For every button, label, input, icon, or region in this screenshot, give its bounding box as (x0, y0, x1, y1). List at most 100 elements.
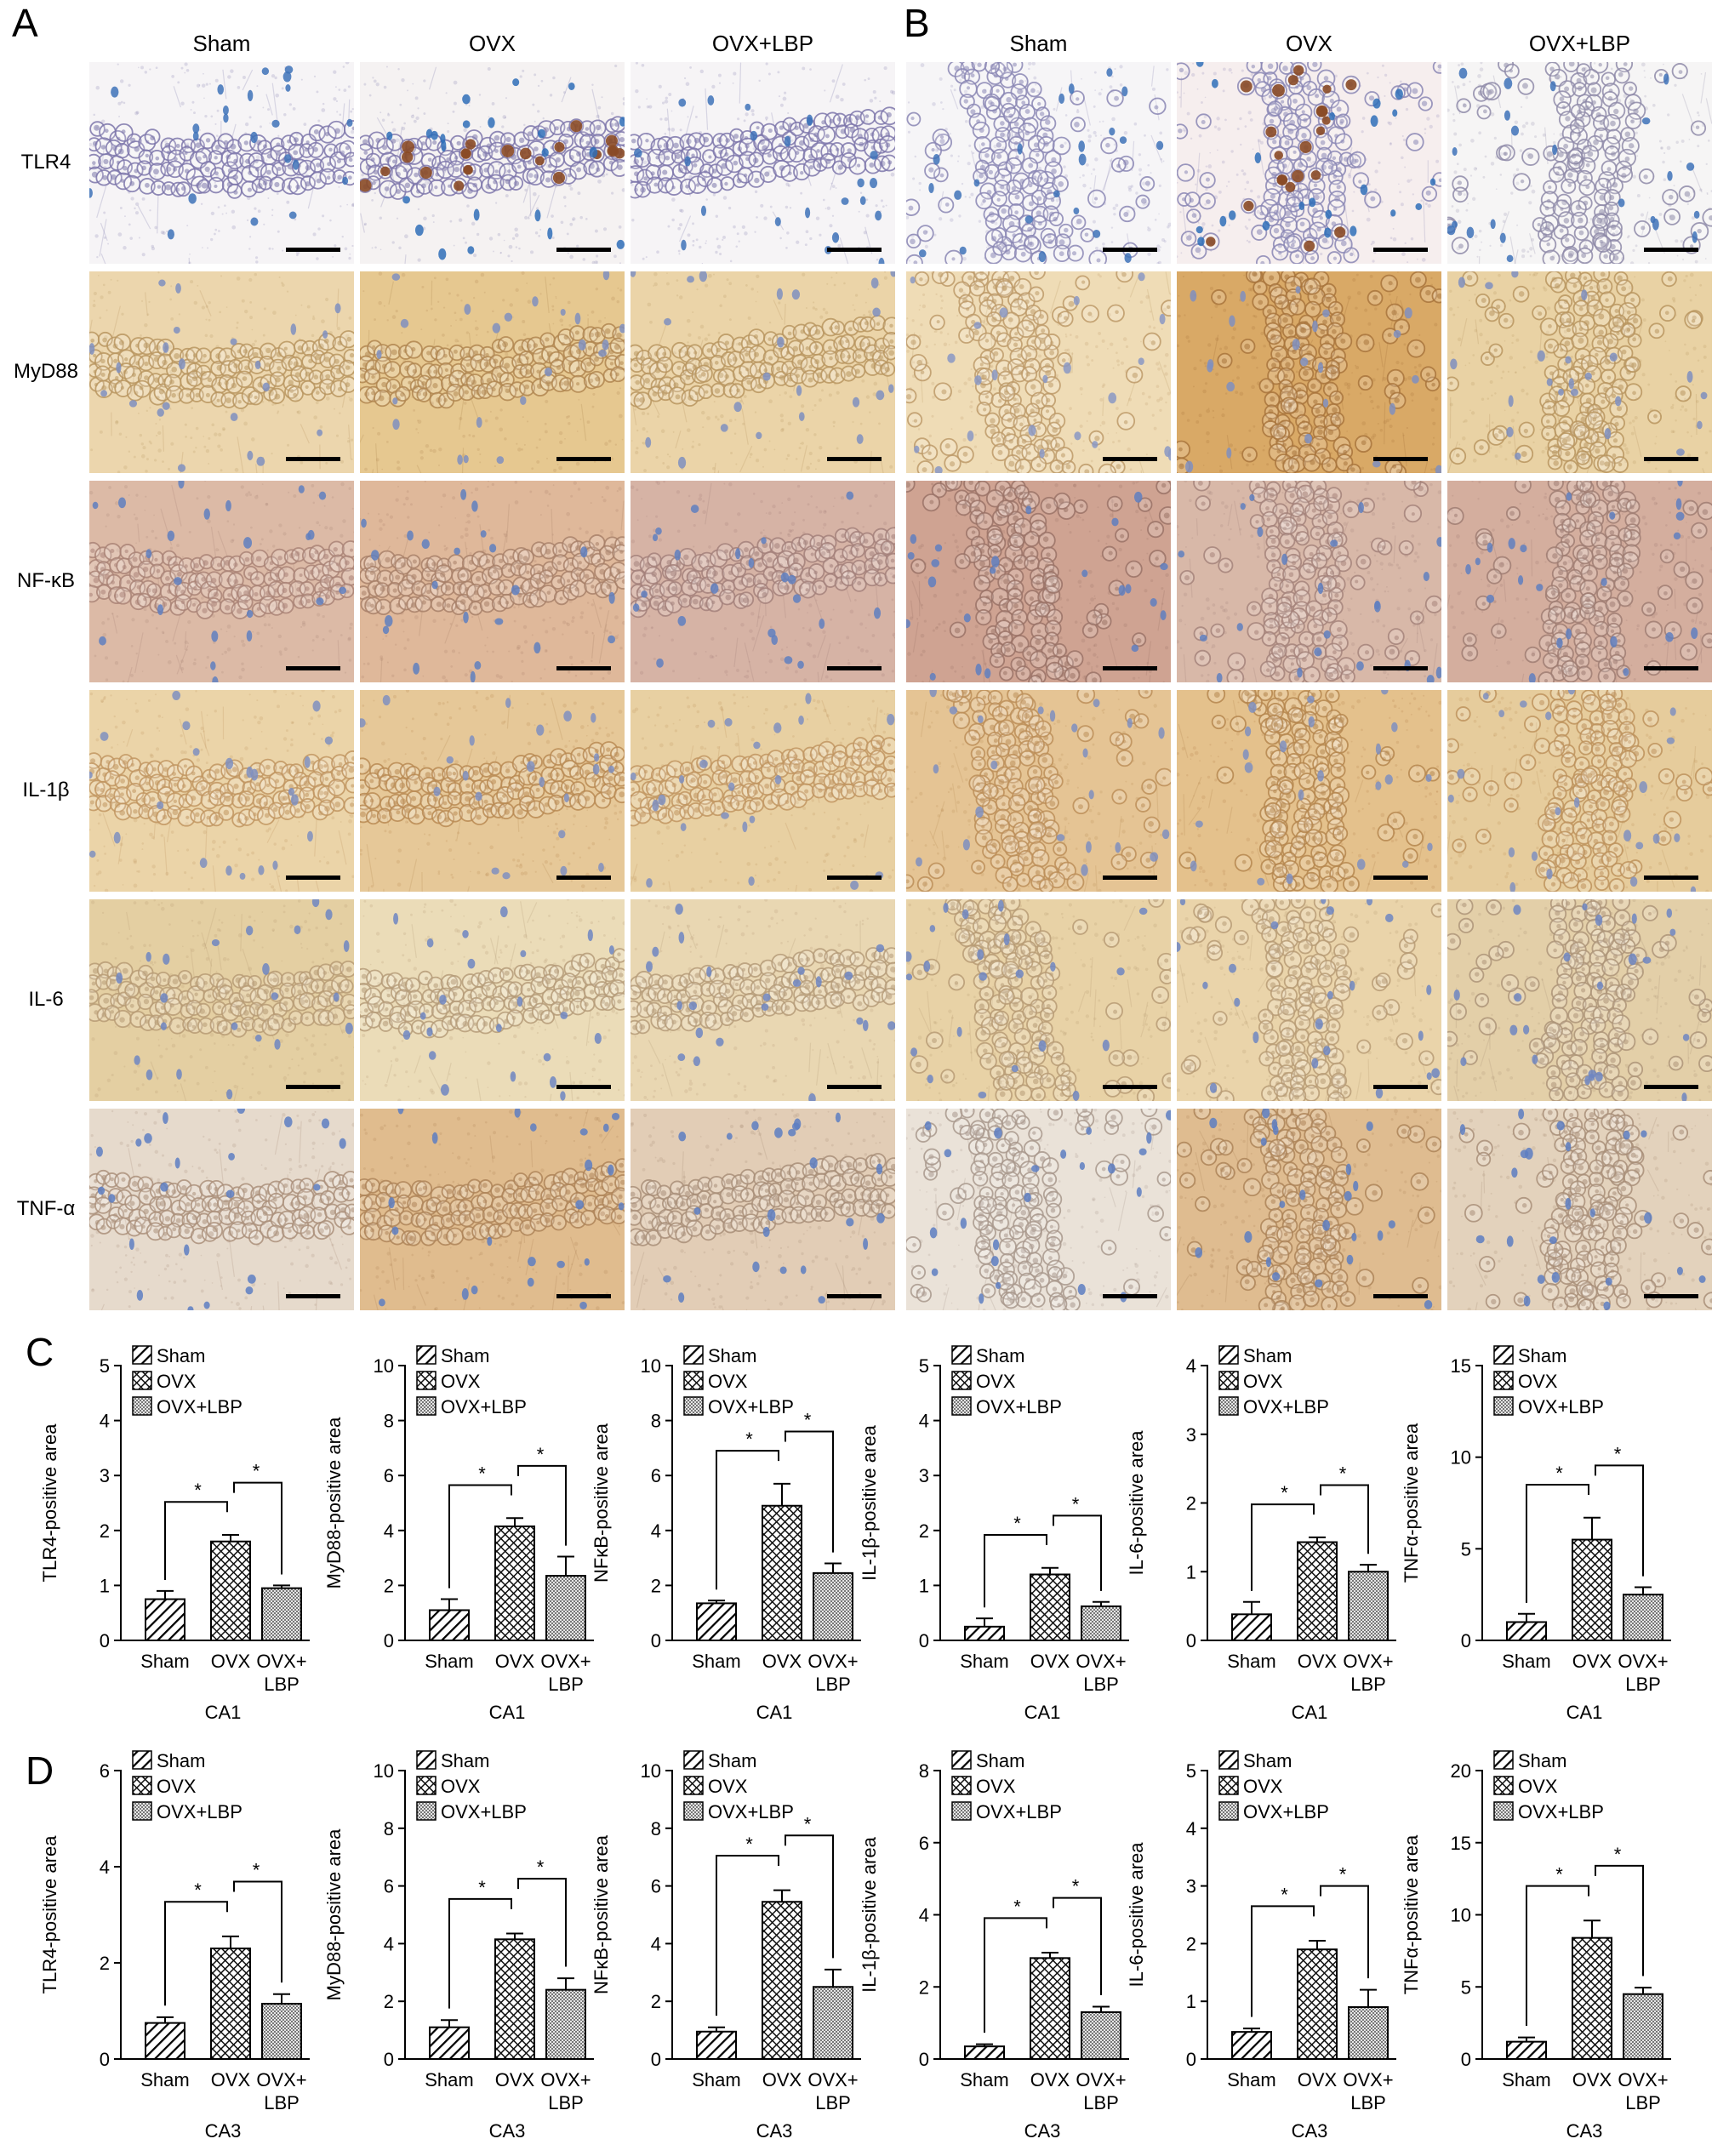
y-axis-label: IL-6-positive area (1126, 1842, 1147, 1988)
legend-label: OVX (441, 1776, 481, 1797)
significance-star: * (1614, 1844, 1622, 1865)
error-bar (1360, 1988, 1377, 2007)
error-bar (1360, 1564, 1377, 1572)
error-bar (1635, 1987, 1652, 1994)
micrograph-tile (906, 62, 1171, 264)
scale-bar (827, 666, 882, 670)
x-tick-label: OVX (762, 1651, 802, 1672)
micrograph-image (360, 690, 625, 892)
x-tick-label: OVX (495, 2069, 535, 2090)
legend-label: OVX (1518, 1776, 1558, 1797)
y-tick-label: 4 (651, 1520, 661, 1542)
scale-bar (1644, 666, 1698, 670)
y-tick-label: 0 (100, 1630, 110, 1651)
column-header-sham: Sham (192, 31, 251, 56)
significance-bracket (1526, 1885, 1589, 2027)
legend-swatch (132, 1776, 152, 1795)
significance-star: * (1555, 1463, 1563, 1484)
bar-ovx-lbp (1081, 1605, 1121, 1641)
legend-swatch (1218, 1371, 1239, 1390)
y-tick-label: 0 (1461, 2049, 1471, 2070)
scale-bar (827, 457, 882, 461)
scale-bar (1103, 1294, 1157, 1298)
micrograph-image (89, 481, 354, 682)
significance-bracket (448, 1484, 512, 1588)
micrograph-image (1447, 62, 1712, 264)
micrograph-image (1447, 690, 1712, 892)
micrograph-image (89, 899, 354, 1101)
significance-bracket (517, 1464, 567, 1546)
significance-star: * (478, 1463, 486, 1485)
x-tick-label: Sham (692, 1651, 740, 1672)
y-tick-label: 2 (1186, 1493, 1196, 1514)
scale-bar (827, 1294, 882, 1298)
x-tick-label: OVX (1030, 2069, 1070, 2090)
x-tick-label: OVX+ LBP (540, 1651, 591, 1695)
bar-sham (429, 2026, 470, 2060)
y-tick-label: 5 (1461, 1538, 1471, 1560)
legend-label: OVX (441, 1371, 481, 1392)
scale-bar (286, 666, 340, 670)
micrograph-tile (360, 62, 625, 264)
x-tick-label: OVX+ LBP (1076, 1651, 1126, 1695)
error-bar (773, 1482, 790, 1506)
error-bar (773, 1889, 790, 1902)
legend-label: Sham (441, 1345, 489, 1366)
bar-ovx-lbp (261, 1587, 302, 1642)
micrograph-tile (1177, 481, 1441, 682)
bar-ovx (1030, 1573, 1070, 1642)
legend-swatch (1218, 1776, 1239, 1795)
micrograph-tile (631, 271, 895, 473)
x-tick-label: OVX+ LBP (1343, 2069, 1393, 2113)
significance-star: * (478, 1877, 486, 1898)
y-tick-label: 10 (1451, 1447, 1471, 1469)
micrograph-tile (631, 899, 895, 1101)
error-bar (1093, 1600, 1110, 1606)
y-axis-label: TLR4-positive area (39, 1423, 60, 1583)
scale-bar (1644, 1294, 1698, 1298)
y-tick-label: 6 (384, 1465, 394, 1486)
panel-label-c: C (26, 1330, 54, 1374)
y-tick-label: 20 (1451, 1760, 1471, 1782)
micrograph-tile (89, 271, 354, 473)
legend-swatch (951, 1371, 972, 1390)
y-tick-label: 15 (1451, 1355, 1471, 1377)
legend-label: Sham (1243, 1750, 1292, 1771)
scale-bar (556, 1294, 611, 1298)
scale-bar (286, 248, 340, 252)
scale-bar (1644, 457, 1698, 461)
x-axis-label: CA3 (1024, 2120, 1061, 2142)
legend-swatch (132, 1345, 152, 1365)
micrograph-tile (1447, 481, 1712, 682)
scale-bar (1103, 1085, 1157, 1089)
micrograph-tile (89, 899, 354, 1101)
y-tick-label: 2 (1186, 1933, 1196, 1954)
legend-swatch (416, 1776, 437, 1795)
scale-bar (1103, 876, 1157, 880)
legend-label: Sham (1518, 1345, 1566, 1366)
significance-bracket (1053, 1896, 1102, 1995)
legend-label: OVX+LBP (441, 1396, 527, 1417)
y-axis-label: TNFα-positive area (1401, 1423, 1422, 1583)
legend-label: OVX+LBP (1243, 1396, 1329, 1417)
bar-sham (1231, 1613, 1272, 1642)
legend-label: Sham (708, 1345, 756, 1366)
error-bar (557, 1977, 574, 1990)
micrograph-tile (360, 690, 625, 892)
significance-star: * (1013, 1513, 1021, 1534)
x-tick-label: Sham (425, 1651, 473, 1672)
y-tick-label: 0 (651, 2049, 661, 2070)
micrograph-image (1447, 271, 1712, 473)
micrograph-image (906, 690, 1171, 892)
y-tick-label: 2 (100, 1953, 110, 1974)
error-bar (1635, 1586, 1652, 1595)
micrograph-tile (906, 481, 1171, 682)
error-bar (557, 1555, 574, 1577)
bar-ovx-lbp (1081, 2011, 1121, 2061)
error-bar (506, 1932, 523, 1940)
x-tick-label: OVX+ LBP (1076, 2069, 1126, 2113)
y-tick-label: 4 (100, 1857, 110, 1878)
y-tick-label: 4 (1186, 1355, 1196, 1377)
legend-label: Sham (157, 1750, 205, 1771)
legend-label: OVX (1518, 1371, 1558, 1392)
